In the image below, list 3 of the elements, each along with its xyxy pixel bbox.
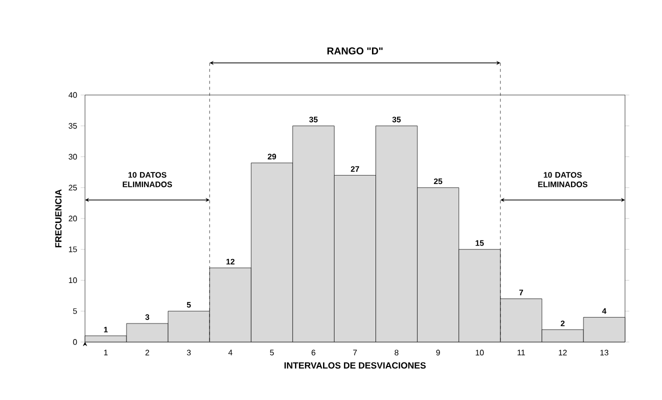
text: RANGO "D" bbox=[327, 47, 383, 54]
y-axis-title: FRECUENCIA bbox=[55, 189, 62, 248]
x-axis-title: INTERVALOS DE DESVIACIONES bbox=[284, 362, 426, 369]
